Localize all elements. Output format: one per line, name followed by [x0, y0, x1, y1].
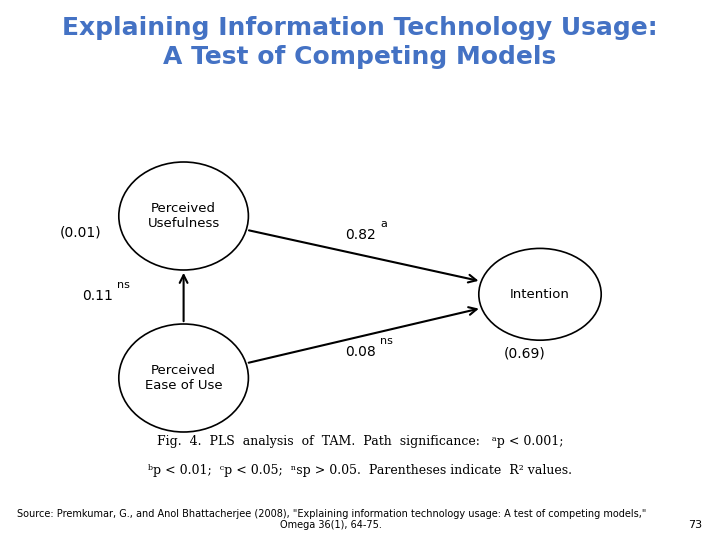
Text: Omega 36(1), 64-75.: Omega 36(1), 64-75. — [280, 520, 382, 530]
Text: Explaining Information Technology Usage:
A Test of Competing Models: Explaining Information Technology Usage:… — [62, 16, 658, 69]
Ellipse shape — [119, 162, 248, 270]
Text: (0.69): (0.69) — [503, 347, 545, 361]
Text: Fig.  4.  PLS  analysis  of  TAM.  Path  significance:   ᵃp < 0.001;: Fig. 4. PLS analysis of TAM. Path signif… — [157, 435, 563, 448]
Text: ns: ns — [380, 336, 393, 346]
Text: 0.11: 0.11 — [82, 289, 112, 303]
Text: (0.01): (0.01) — [60, 225, 102, 239]
Ellipse shape — [479, 248, 601, 340]
Text: ns: ns — [117, 280, 130, 290]
Ellipse shape — [119, 324, 248, 432]
Text: a: a — [380, 219, 387, 229]
Text: Perceived
Usefulness: Perceived Usefulness — [148, 202, 220, 230]
Text: 0.82: 0.82 — [345, 228, 375, 242]
Text: Intention: Intention — [510, 288, 570, 301]
Text: Perceived
Ease of Use: Perceived Ease of Use — [145, 364, 222, 392]
Text: Source: Premkumar, G., and Anol Bhattacherjee (2008), "Explaining information te: Source: Premkumar, G., and Anol Bhattach… — [17, 509, 646, 519]
Text: 0.08: 0.08 — [345, 345, 375, 359]
Text: 73: 73 — [688, 520, 702, 530]
Text: ᵇp < 0.01;  ᶜp < 0.05;  ⁿsp > 0.05.  Parentheses indicate  R² values.: ᵇp < 0.01; ᶜp < 0.05; ⁿsp > 0.05. Parent… — [148, 464, 572, 477]
